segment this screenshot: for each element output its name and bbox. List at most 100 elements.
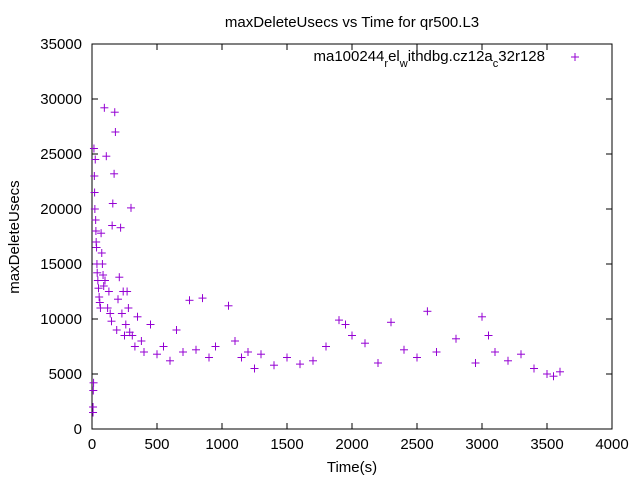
data-point bbox=[484, 331, 493, 340]
data-point bbox=[400, 345, 408, 354]
data-point bbox=[471, 359, 480, 367]
data-point bbox=[452, 334, 460, 343]
legend-tail: 32r128 bbox=[498, 48, 545, 65]
data-point bbox=[90, 172, 99, 180]
data-point bbox=[549, 372, 558, 381]
y-tick-label: 15000 bbox=[40, 256, 82, 273]
y-axis-title: maxDeleteUsecs bbox=[6, 180, 23, 293]
y-tick-label: 10000 bbox=[40, 311, 82, 328]
data-point bbox=[121, 320, 130, 329]
data-point bbox=[140, 348, 148, 356]
data-point bbox=[133, 312, 142, 321]
data-point bbox=[185, 296, 194, 305]
data-point bbox=[89, 386, 98, 395]
x-tick-label: 2000 bbox=[335, 436, 368, 453]
data-point bbox=[283, 353, 291, 362]
data-points bbox=[89, 103, 564, 417]
data-point bbox=[101, 276, 109, 285]
data-point bbox=[95, 293, 104, 301]
y-tick-label: 30000 bbox=[40, 91, 82, 108]
data-point bbox=[94, 284, 103, 293]
x-tick-label: 1500 bbox=[270, 436, 303, 453]
data-point bbox=[115, 273, 124, 282]
data-point bbox=[423, 307, 432, 316]
data-point bbox=[387, 318, 395, 327]
data-point bbox=[224, 301, 233, 310]
data-point bbox=[120, 331, 129, 340]
data-point bbox=[432, 348, 441, 356]
data-point bbox=[117, 309, 126, 318]
data-point bbox=[92, 243, 101, 252]
data-point bbox=[478, 312, 486, 321]
x-tick-label: 3500 bbox=[530, 436, 563, 453]
legend-base: ma100244 bbox=[313, 48, 384, 65]
x-tick-label: 0 bbox=[88, 436, 96, 453]
x-tick-label: 500 bbox=[144, 436, 169, 453]
y-tick-label: 0 bbox=[74, 421, 82, 438]
data-point bbox=[244, 348, 252, 356]
data-point bbox=[91, 227, 100, 235]
data-point bbox=[296, 360, 304, 369]
data-point bbox=[104, 287, 113, 296]
data-point bbox=[123, 287, 132, 296]
data-point bbox=[146, 320, 155, 329]
legend-marker-symbol bbox=[571, 53, 579, 61]
data-point bbox=[124, 304, 133, 312]
data-point bbox=[361, 339, 369, 348]
data-point bbox=[112, 326, 121, 334]
data-point bbox=[91, 155, 100, 164]
data-point bbox=[107, 317, 116, 326]
data-point bbox=[348, 331, 356, 340]
data-point bbox=[250, 364, 259, 373]
data-point bbox=[111, 128, 120, 136]
legend-mid-2: ithdbg.cz12a bbox=[408, 48, 494, 65]
data-point bbox=[108, 221, 117, 230]
x-tick-label: 3000 bbox=[465, 436, 498, 453]
x-tick-label: 2500 bbox=[400, 436, 433, 453]
data-point bbox=[97, 249, 106, 257]
legend-sub-3: c bbox=[493, 58, 499, 70]
data-point bbox=[211, 342, 220, 351]
data-point bbox=[153, 350, 161, 359]
data-point bbox=[90, 188, 99, 197]
y-tick-label: 25000 bbox=[40, 146, 82, 163]
data-point bbox=[98, 260, 107, 268]
data-point bbox=[413, 353, 421, 362]
data-point bbox=[99, 271, 108, 279]
data-point bbox=[270, 361, 278, 370]
data-point bbox=[128, 331, 137, 340]
data-point bbox=[110, 108, 119, 117]
x-axis-title: Time(s) bbox=[327, 459, 377, 476]
y-tick-label: 20000 bbox=[40, 201, 82, 218]
data-point bbox=[166, 356, 174, 365]
data-point bbox=[89, 144, 98, 153]
data-point bbox=[556, 367, 564, 376]
data-point bbox=[231, 337, 239, 345]
x-tick-label: 4000 bbox=[595, 436, 628, 453]
data-point bbox=[93, 276, 102, 285]
data-point bbox=[257, 350, 265, 359]
legend-marker bbox=[571, 53, 579, 61]
data-point bbox=[504, 356, 512, 365]
legend-mid-1: el bbox=[388, 48, 400, 65]
data-point bbox=[491, 348, 499, 356]
data-point bbox=[108, 199, 117, 208]
data-point bbox=[91, 216, 100, 224]
data-point bbox=[517, 350, 525, 359]
data-point bbox=[192, 345, 200, 354]
data-point bbox=[97, 229, 106, 238]
data-point bbox=[93, 268, 102, 277]
data-point bbox=[309, 356, 317, 365]
legend-sub-2: w bbox=[399, 58, 408, 70]
data-point bbox=[96, 304, 105, 312]
y-tick-label: 5000 bbox=[49, 366, 82, 383]
data-point bbox=[237, 353, 246, 362]
data-point bbox=[530, 364, 538, 373]
data-point bbox=[110, 169, 119, 178]
data-point bbox=[90, 205, 99, 213]
data-point bbox=[172, 326, 181, 334]
axis-ticks: 0 500 1000 1500 2000 2500 3000 3500 4000 0 5000 100… bbox=[40, 36, 628, 453]
data-point bbox=[198, 294, 207, 303]
data-point bbox=[179, 348, 187, 356]
